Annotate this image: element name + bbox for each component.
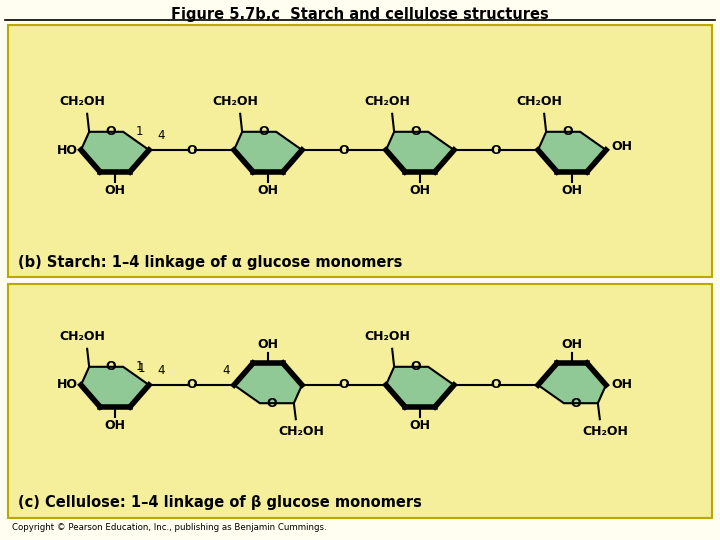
Text: CH₂OH: CH₂OH	[59, 95, 105, 108]
Text: OH: OH	[410, 419, 431, 432]
Text: CH₂OH: CH₂OH	[582, 425, 628, 438]
Text: (b) Starch: 1–4 linkage of α glucose monomers: (b) Starch: 1–4 linkage of α glucose mon…	[18, 255, 402, 270]
Text: CH₂OH: CH₂OH	[59, 330, 105, 343]
Text: O: O	[570, 397, 581, 410]
Text: OH: OH	[258, 184, 279, 197]
Text: O: O	[491, 379, 501, 392]
Polygon shape	[81, 367, 149, 407]
Text: O: O	[186, 144, 197, 157]
Text: Figure 5.7b,c  Starch and cellulose structures: Figure 5.7b,c Starch and cellulose struc…	[171, 7, 549, 22]
Polygon shape	[538, 132, 606, 172]
Polygon shape	[81, 132, 149, 172]
Text: O: O	[266, 397, 277, 410]
Polygon shape	[386, 367, 454, 407]
Text: O: O	[106, 125, 117, 138]
Polygon shape	[386, 132, 454, 172]
Text: 4: 4	[157, 129, 165, 142]
Text: O: O	[411, 125, 421, 138]
Polygon shape	[538, 363, 606, 403]
Text: O: O	[338, 379, 349, 392]
Text: OH: OH	[410, 184, 431, 197]
Text: OH: OH	[562, 184, 582, 197]
Text: HO: HO	[57, 379, 78, 392]
Text: CH₂OH: CH₂OH	[364, 330, 410, 343]
Text: O: O	[411, 360, 421, 373]
Text: OH: OH	[104, 184, 125, 197]
Polygon shape	[234, 363, 302, 403]
Text: (c) Cellulose: 1–4 linkage of β glucose monomers: (c) Cellulose: 1–4 linkage of β glucose …	[18, 495, 422, 510]
Text: CH₂OH: CH₂OH	[364, 95, 410, 108]
Text: O: O	[563, 125, 573, 138]
Text: HO: HO	[57, 144, 78, 157]
Text: Copyright © Pearson Education, Inc., publishing as Benjamin Cummings.: Copyright © Pearson Education, Inc., pub…	[12, 523, 327, 532]
Polygon shape	[234, 132, 302, 172]
Text: 1: 1	[138, 362, 145, 375]
Bar	[8, 284, 712, 518]
Text: 1: 1	[135, 360, 143, 373]
Text: 1: 1	[135, 125, 143, 138]
Text: 4: 4	[222, 364, 230, 377]
Text: OH: OH	[562, 338, 582, 351]
Text: O: O	[259, 125, 269, 138]
Text: 4: 4	[157, 364, 165, 377]
Text: O: O	[491, 144, 501, 157]
Text: OH: OH	[104, 419, 125, 432]
Text: O: O	[106, 360, 117, 373]
Text: O: O	[186, 379, 197, 392]
Text: OH: OH	[611, 379, 632, 392]
Bar	[8, 25, 712, 277]
Text: O: O	[338, 144, 349, 157]
Text: CH₂OH: CH₂OH	[278, 425, 324, 438]
Text: OH: OH	[258, 338, 279, 351]
Text: OH: OH	[611, 140, 632, 153]
Text: CH₂OH: CH₂OH	[212, 95, 258, 108]
Text: CH₂OH: CH₂OH	[516, 95, 562, 108]
